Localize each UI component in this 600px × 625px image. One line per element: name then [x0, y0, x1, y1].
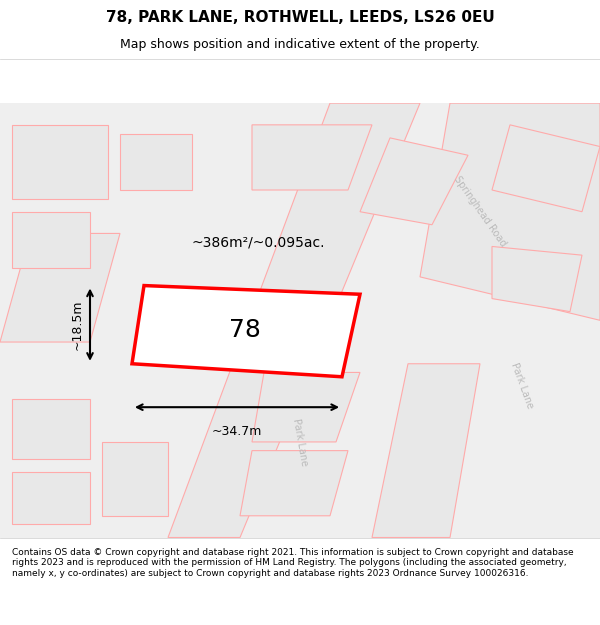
Polygon shape: [12, 125, 108, 199]
Polygon shape: [120, 134, 192, 190]
Polygon shape: [132, 286, 360, 377]
Polygon shape: [102, 442, 168, 516]
Polygon shape: [252, 125, 372, 190]
Polygon shape: [12, 212, 90, 268]
Text: Park Lane: Park Lane: [291, 418, 309, 466]
Text: ~18.5m: ~18.5m: [71, 299, 84, 350]
Polygon shape: [12, 472, 90, 524]
Polygon shape: [168, 103, 420, 538]
Text: Map shows position and indicative extent of the property.: Map shows position and indicative extent…: [120, 38, 480, 51]
Text: 78: 78: [229, 318, 260, 342]
Text: 78, PARK LANE, ROTHWELL, LEEDS, LS26 0EU: 78, PARK LANE, ROTHWELL, LEEDS, LS26 0EU: [106, 10, 494, 25]
Polygon shape: [372, 364, 480, 538]
Text: Springhead Road: Springhead Road: [452, 174, 508, 249]
Polygon shape: [252, 372, 360, 442]
Text: Contains OS data © Crown copyright and database right 2021. This information is : Contains OS data © Crown copyright and d…: [12, 548, 574, 578]
Polygon shape: [360, 138, 468, 225]
Polygon shape: [492, 125, 600, 212]
Text: ~386m²/~0.095ac.: ~386m²/~0.095ac.: [191, 235, 325, 249]
Polygon shape: [0, 233, 120, 342]
Polygon shape: [492, 246, 582, 312]
Polygon shape: [420, 103, 600, 320]
FancyBboxPatch shape: [0, 103, 600, 538]
Text: Park Lane: Park Lane: [509, 361, 535, 410]
Text: ~34.7m: ~34.7m: [212, 424, 262, 438]
Polygon shape: [240, 451, 348, 516]
Polygon shape: [12, 399, 90, 459]
